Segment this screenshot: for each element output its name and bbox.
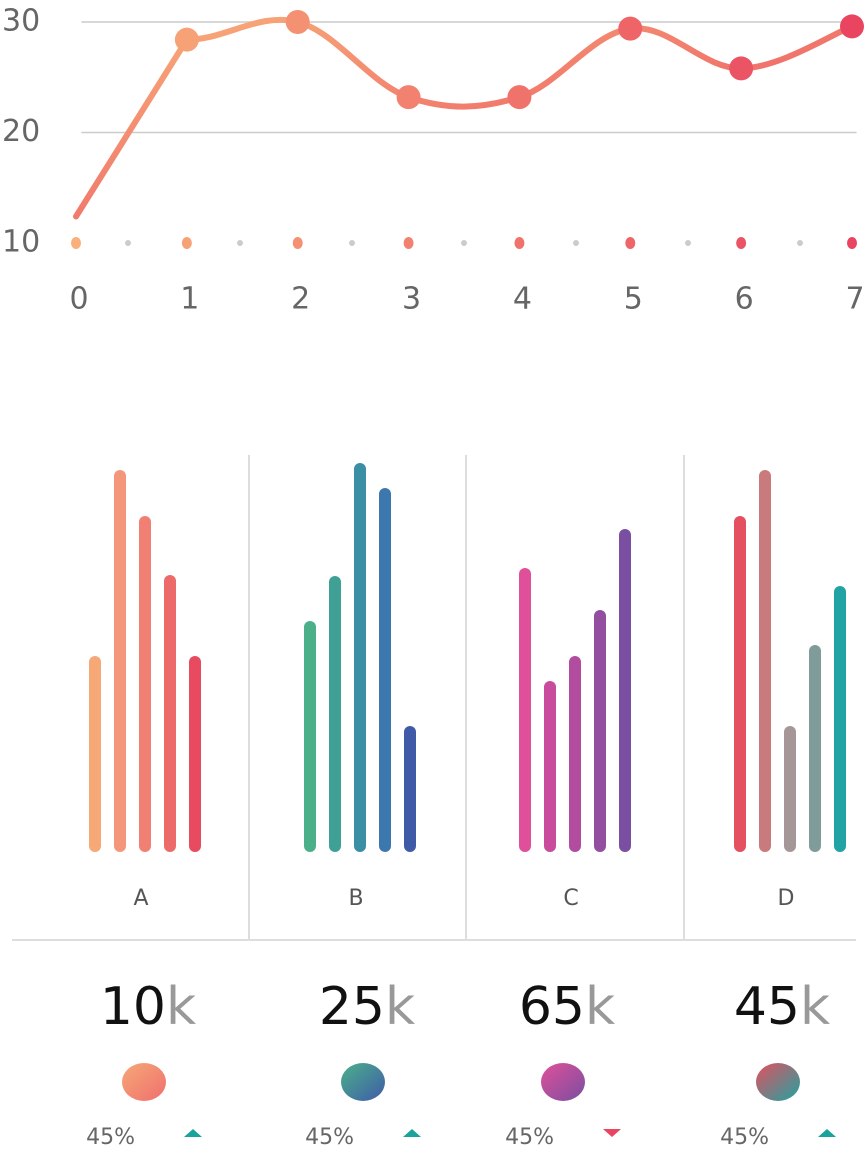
bar bbox=[734, 516, 746, 852]
x-tick-dot bbox=[847, 237, 857, 249]
x-tick-dot bbox=[71, 237, 81, 249]
data-point bbox=[507, 85, 532, 110]
stat-unit: k bbox=[166, 977, 196, 1037]
trend-arrow bbox=[403, 1129, 421, 1137]
stat-value: 65k bbox=[519, 977, 615, 1037]
stat-unit: k bbox=[585, 977, 615, 1037]
data-point bbox=[840, 14, 864, 39]
x-tick-label: 4 bbox=[513, 282, 532, 317]
category-label: B bbox=[348, 886, 363, 911]
trend-arrow bbox=[818, 1129, 836, 1137]
bar bbox=[379, 488, 391, 852]
stat-value: 45k bbox=[734, 977, 830, 1037]
x-tick-dot bbox=[292, 237, 303, 249]
data-point bbox=[396, 85, 421, 110]
stat-change: 45% bbox=[305, 1125, 354, 1150]
bar bbox=[164, 575, 176, 852]
stat-badge bbox=[122, 1063, 166, 1101]
bar bbox=[304, 621, 316, 852]
stat-badge bbox=[341, 1063, 385, 1101]
x-tick-dot bbox=[403, 237, 414, 249]
bar bbox=[139, 516, 151, 852]
data-point bbox=[174, 27, 199, 52]
y-tick-label: 10 bbox=[2, 225, 40, 260]
bar bbox=[784, 726, 796, 852]
data-point bbox=[285, 10, 310, 34]
x-tick-label: 2 bbox=[291, 282, 310, 317]
category-label: A bbox=[133, 886, 148, 911]
category-label: C bbox=[563, 886, 578, 911]
stat-number: 45 bbox=[734, 977, 800, 1037]
stat-change: 45% bbox=[505, 1125, 554, 1150]
data-point bbox=[729, 56, 754, 81]
y-tick-label: 20 bbox=[2, 114, 40, 149]
bar bbox=[404, 726, 416, 852]
stat-number: 65 bbox=[519, 977, 585, 1037]
trend-arrow bbox=[603, 1129, 621, 1137]
bar bbox=[354, 463, 366, 852]
bar bbox=[189, 656, 201, 852]
stat-value: 10k bbox=[100, 977, 196, 1037]
x-tick-dot bbox=[625, 237, 636, 249]
bar bbox=[544, 681, 556, 852]
trend-arrow bbox=[184, 1129, 202, 1137]
stat-unit: k bbox=[800, 977, 830, 1037]
stat-change: 45% bbox=[86, 1125, 135, 1150]
bar bbox=[329, 576, 341, 852]
bar bbox=[519, 568, 531, 852]
x-tick-label: 3 bbox=[402, 282, 421, 317]
bar bbox=[114, 470, 126, 852]
x-tick-dot bbox=[736, 237, 747, 249]
stat-unit: k bbox=[385, 977, 415, 1037]
bar bbox=[809, 645, 821, 852]
stat-value: 25k bbox=[319, 977, 415, 1037]
x-tick-dot bbox=[181, 237, 192, 249]
stat-change: 45% bbox=[720, 1125, 769, 1150]
bar bbox=[759, 470, 771, 852]
bar bbox=[569, 656, 581, 852]
category-label: D bbox=[778, 886, 795, 911]
stat-badge bbox=[756, 1063, 800, 1101]
stat-number: 25 bbox=[319, 977, 385, 1037]
x-tick-label: 5 bbox=[624, 282, 643, 317]
data-point bbox=[618, 16, 643, 41]
stat-number: 10 bbox=[100, 977, 166, 1037]
stat-badge bbox=[541, 1063, 585, 1101]
y-tick-label: 30 bbox=[2, 4, 40, 39]
x-tick-label: 1 bbox=[180, 282, 199, 317]
bar bbox=[834, 586, 846, 852]
bar bbox=[594, 610, 606, 852]
x-tick-label: 7 bbox=[845, 282, 864, 317]
x-tick-dot bbox=[514, 237, 525, 249]
x-tick-label: 0 bbox=[69, 282, 88, 317]
bar bbox=[89, 656, 101, 852]
bar bbox=[619, 529, 631, 852]
x-tick-label: 6 bbox=[735, 282, 754, 317]
